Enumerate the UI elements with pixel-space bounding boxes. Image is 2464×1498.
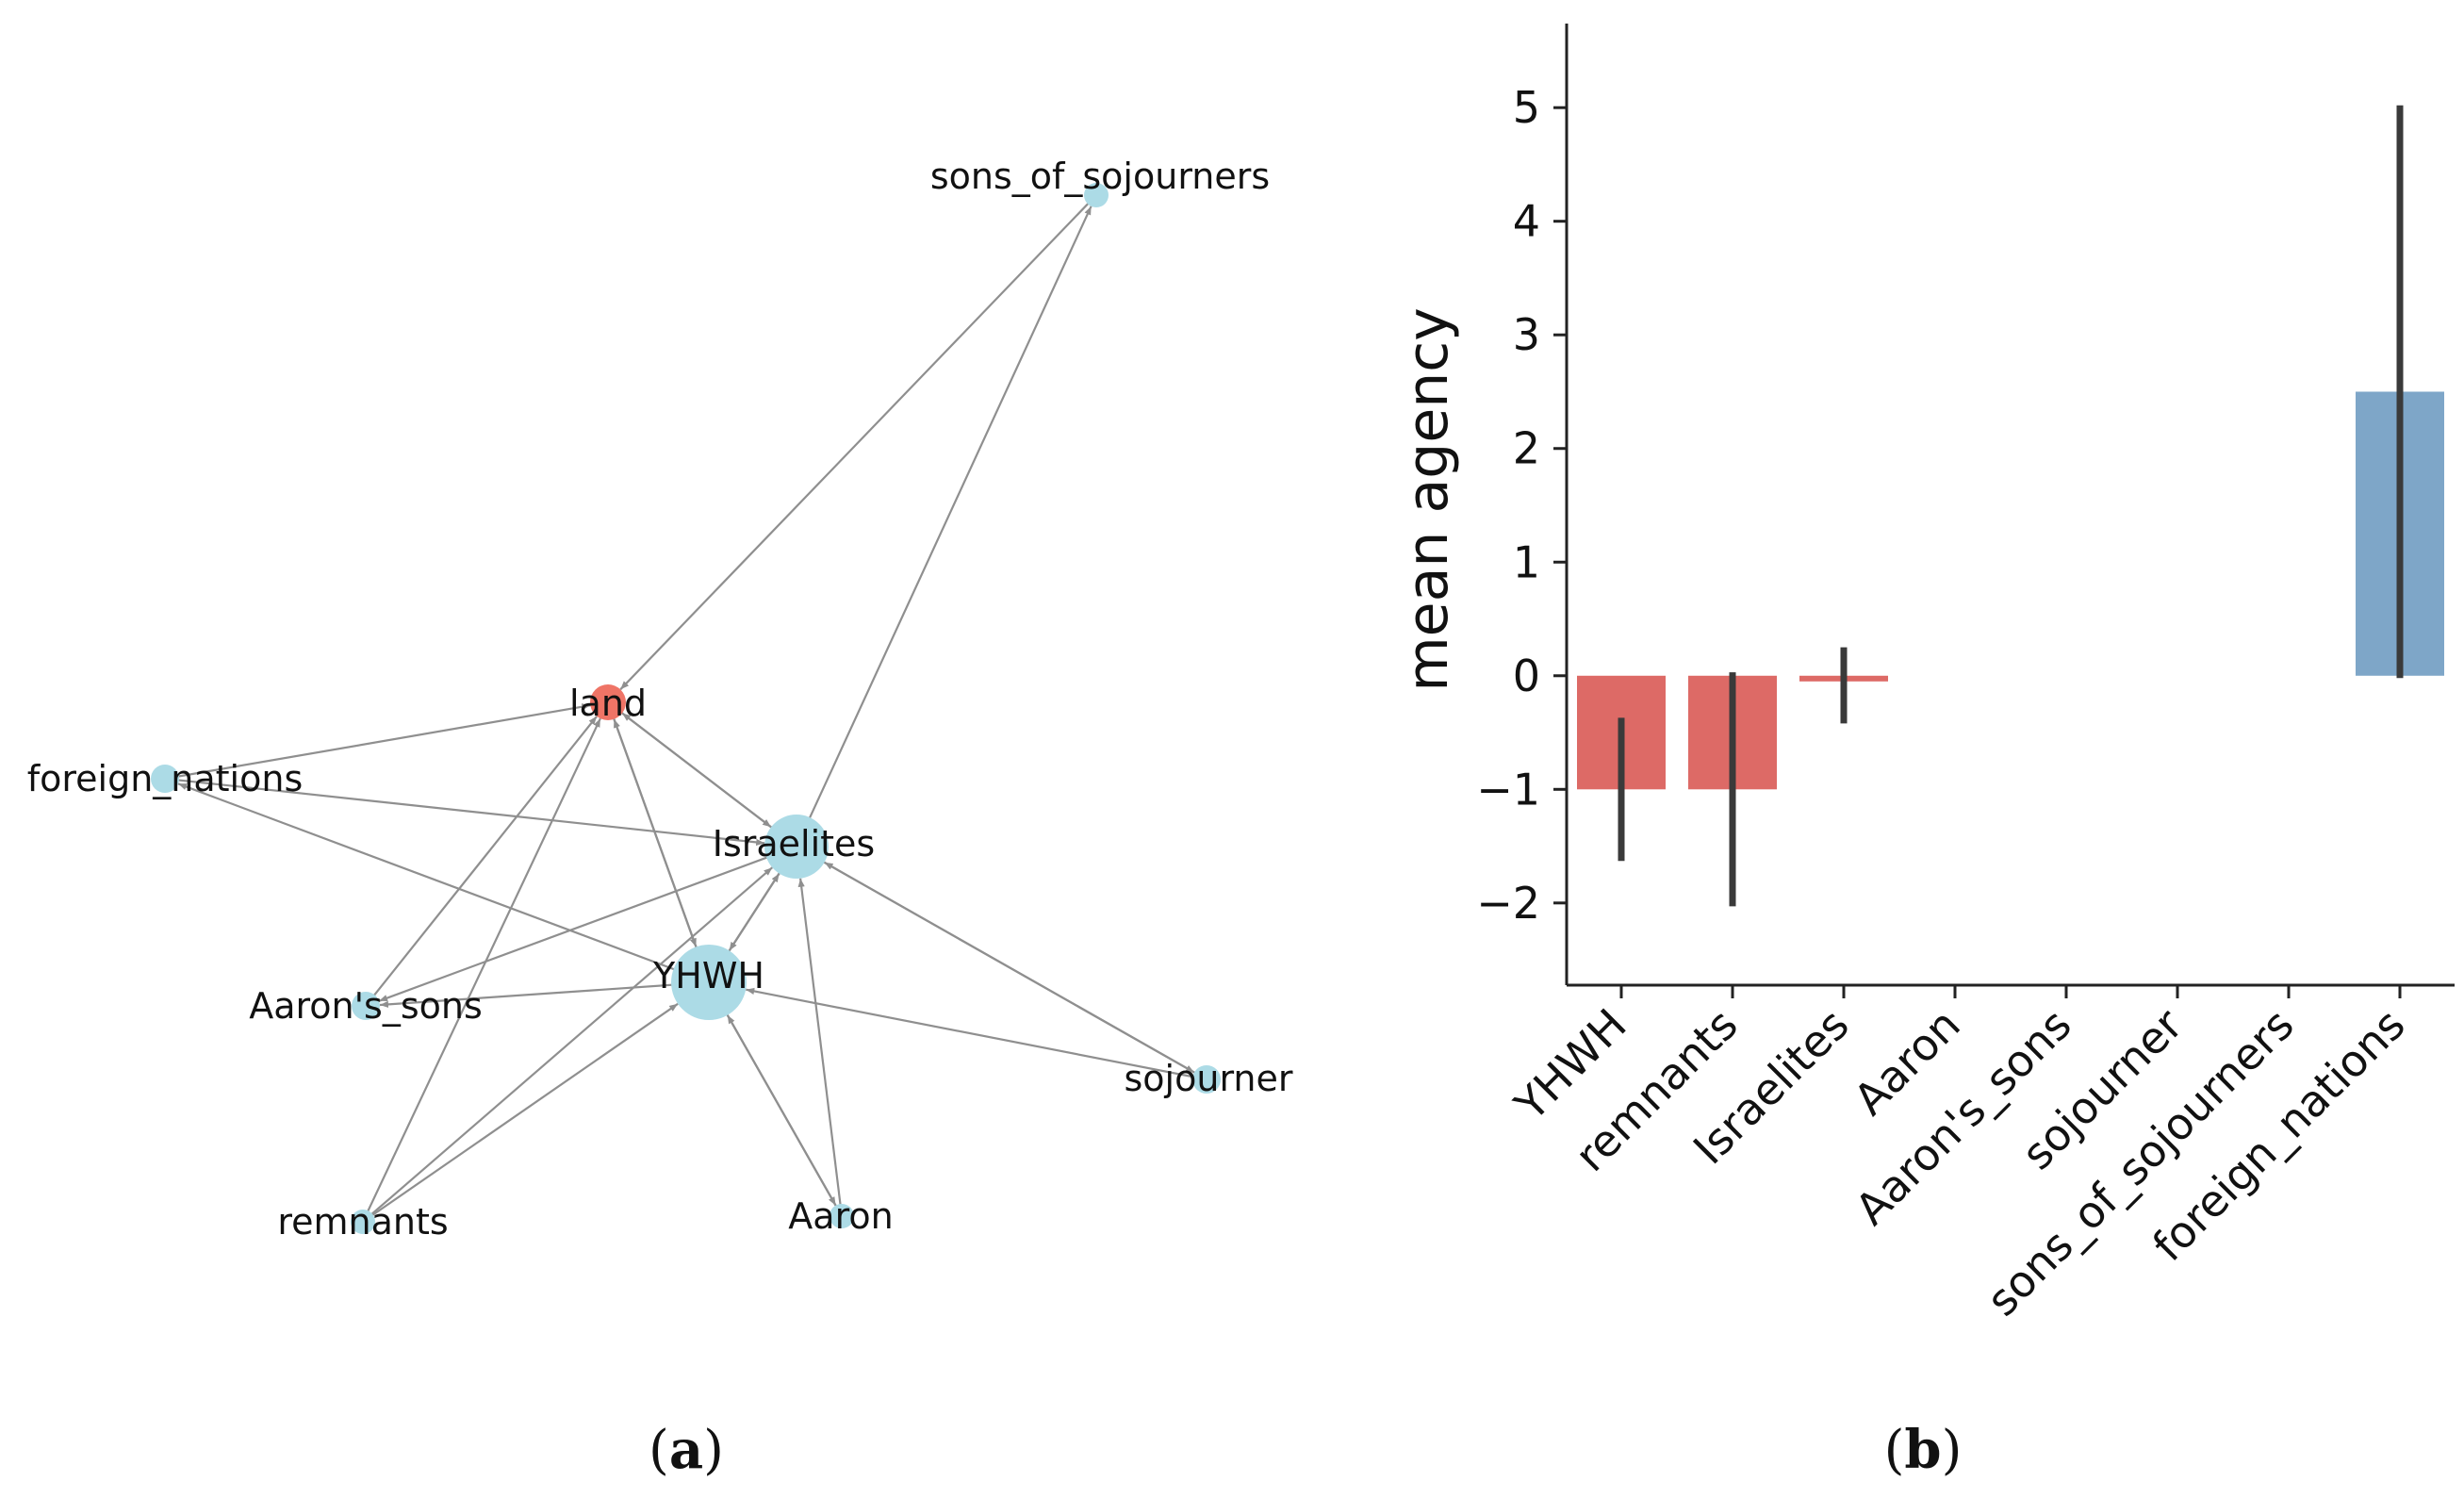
edge-remnants-to-israelites xyxy=(366,866,774,1220)
node-land xyxy=(590,684,626,720)
errorbars-layer xyxy=(1618,105,2404,907)
edge-foreign-nations-to-land xyxy=(170,703,591,780)
node-israelites xyxy=(764,815,829,879)
ytick-label: 0 xyxy=(1513,650,1540,701)
ytick-label: −1 xyxy=(1476,764,1540,815)
edge-aaron-to-israelites xyxy=(797,878,843,1211)
node-sons-of-sojourners xyxy=(1084,183,1109,207)
edge-yhwh-to-foreign-nations xyxy=(177,782,696,979)
node-aaron xyxy=(830,1204,854,1228)
ytick-label: 2 xyxy=(1513,423,1540,474)
edge-israelites-to-aaron-s-sons xyxy=(378,849,785,1002)
yticks-layer: −2 −1 0 1 2 3 4 5 xyxy=(1476,82,1567,929)
node-label-remnants: remnants xyxy=(277,1201,448,1243)
node-label-aaron-s-sons: Aaron's_sons xyxy=(249,985,483,1027)
edge-israelites-to-sons-of-sojourners xyxy=(800,206,1092,836)
ytick-label: 4 xyxy=(1513,196,1540,247)
node-label-sojourner: sojourner xyxy=(1125,1058,1293,1099)
node-label-aaron: Aaron xyxy=(788,1195,893,1237)
panel-b-label: (b) xyxy=(1884,1419,1963,1481)
panel-a-label: (a) xyxy=(649,1419,724,1481)
node-label-foreign-nations: foreign_nations xyxy=(27,758,304,799)
node-label-sons-of-sojourners: sons_of_sojourners xyxy=(930,156,1270,197)
node-aaron-s-sons xyxy=(352,992,380,1020)
node-yhwh xyxy=(671,945,747,1020)
node-label-israelites: Israelites xyxy=(713,823,875,864)
edge-sons-of-sojourners-to-land xyxy=(619,197,1094,691)
bar-panel: −2 −1 0 1 2 3 4 5 YHWHremnantsIsraelitesAaronAa… xyxy=(1395,24,2455,1325)
edge-remnants-to-yhwh xyxy=(366,1002,679,1220)
xticks-layer: YHWHremnantsIsraelitesAaronAaron's_sonss… xyxy=(1504,985,2415,1325)
edge-remnants-to-land xyxy=(364,717,601,1218)
nodes-layer xyxy=(151,183,1221,1234)
edge-aaron-s-sons-to-land xyxy=(368,716,598,1002)
y-axis-label: mean agency xyxy=(1395,307,1461,692)
bars-layer xyxy=(1577,391,2444,790)
edge-foreign-nations-to-israelites xyxy=(170,778,765,847)
ytick-label: −2 xyxy=(1476,878,1540,929)
edge-sojourner-to-yhwh xyxy=(746,987,1202,1079)
edge-yhwh-to-aaron-s-sons xyxy=(379,982,695,1008)
edge-sojourner-to-israelites xyxy=(824,861,1203,1078)
edges-layer xyxy=(170,197,1203,1220)
ytick-label: 1 xyxy=(1513,536,1540,587)
panel-a-letter: a xyxy=(669,1419,703,1481)
panel-b-letter: b xyxy=(1904,1419,1941,1481)
edge-land-to-israelites xyxy=(613,705,772,829)
node-foreign-nations xyxy=(151,765,179,793)
node-label-land: land xyxy=(569,683,647,724)
ytick-label: 5 xyxy=(1513,82,1540,133)
node-remnants xyxy=(351,1210,375,1234)
edge-yhwh-to-aaron xyxy=(715,995,837,1207)
ytick-label: 3 xyxy=(1513,309,1540,360)
edge-land-to-yhwh xyxy=(609,708,698,947)
node-label-yhwh: YHWH xyxy=(652,955,764,996)
node-sojourner xyxy=(1192,1065,1221,1094)
